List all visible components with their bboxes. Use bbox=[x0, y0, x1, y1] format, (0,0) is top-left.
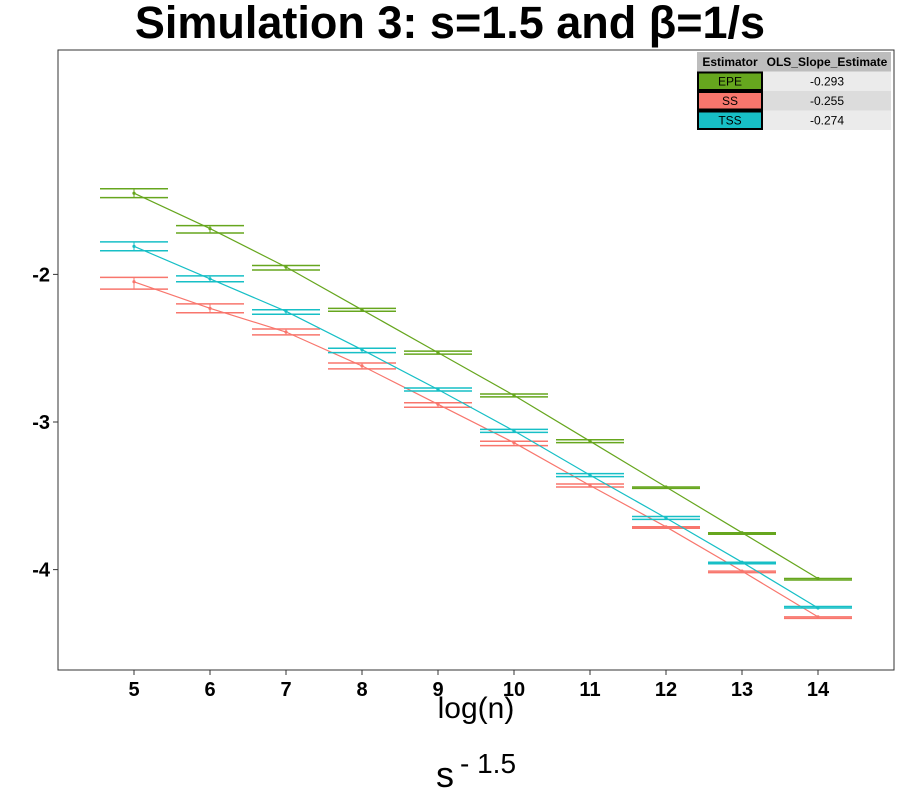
data-point bbox=[664, 485, 668, 489]
data-point bbox=[512, 393, 516, 398]
data-point bbox=[588, 483, 592, 488]
plot-caption: s- 1.5 bbox=[0, 748, 900, 796]
y-axis-ticks: -2 -3 -4 bbox=[32, 264, 58, 582]
x-tick-label: 12 bbox=[655, 679, 677, 701]
x-axis-label: log(n) bbox=[437, 692, 515, 725]
table-estimator-name: SS bbox=[722, 94, 738, 108]
caption-base: s bbox=[435, 754, 454, 795]
data-point bbox=[588, 439, 592, 443]
data-point bbox=[664, 516, 668, 520]
data-point bbox=[360, 308, 364, 312]
data-point bbox=[208, 227, 212, 231]
series-ss bbox=[100, 276, 852, 620]
x-axis-ticks: 5 6 7 8 9 10 11 12 13 14 bbox=[128, 670, 830, 701]
x-tick-label: 11 bbox=[579, 679, 600, 701]
y-tick-label: -4 bbox=[32, 560, 51, 582]
series-layer bbox=[100, 188, 852, 620]
x-tick-label: 6 bbox=[204, 679, 215, 701]
table-value-cell bbox=[763, 110, 891, 130]
x-tick-label: 5 bbox=[128, 679, 139, 701]
table-estimator-swatch bbox=[697, 91, 763, 111]
series-line-tss bbox=[133, 245, 819, 609]
data-point bbox=[816, 606, 820, 610]
x-tick-label: 10 bbox=[503, 679, 525, 701]
data-point bbox=[208, 306, 212, 310]
data-point bbox=[132, 280, 136, 284]
data-point bbox=[436, 351, 440, 355]
y-tick-label: -2 bbox=[32, 264, 50, 286]
data-point bbox=[816, 615, 820, 619]
table-header-cell bbox=[697, 52, 763, 72]
series-line-epe bbox=[133, 192, 819, 580]
table-value-cell bbox=[763, 91, 891, 111]
slope-table: Estimator OLS_Slope_Estimate EPE -0.293 SS -0… bbox=[697, 52, 891, 130]
data-point bbox=[132, 191, 136, 195]
data-point bbox=[816, 576, 820, 581]
data-point bbox=[740, 531, 744, 535]
table-estimator-name: EPE bbox=[718, 75, 742, 89]
data-point bbox=[360, 364, 364, 368]
data-point bbox=[284, 265, 288, 269]
table-header-cell bbox=[763, 52, 891, 72]
chart-title: Simulation 3: s=1.5 and β=1/s bbox=[134, 0, 766, 48]
caption-exponent: - 1.5 bbox=[459, 748, 517, 779]
table-header: Estimator bbox=[702, 55, 758, 69]
series-line-ss bbox=[133, 281, 819, 618]
table-estimator-name: TSS bbox=[718, 114, 741, 128]
table-slope-value: -0.293 bbox=[810, 75, 844, 89]
table-slope-value: -0.274 bbox=[810, 114, 844, 128]
series-tss bbox=[100, 241, 852, 610]
data-point bbox=[740, 560, 744, 564]
series-epe bbox=[100, 188, 852, 581]
data-point bbox=[512, 441, 516, 445]
table-value-cell bbox=[763, 71, 891, 91]
x-tick-label: 9 bbox=[432, 679, 443, 701]
data-point bbox=[360, 348, 364, 352]
y-tick-label: -3 bbox=[32, 412, 50, 434]
data-point bbox=[436, 402, 440, 406]
x-tick-label: 13 bbox=[731, 679, 753, 701]
table-header: OLS_Slope_Estimate bbox=[767, 55, 888, 69]
plot-panel bbox=[57, 49, 895, 671]
data-point bbox=[588, 473, 592, 477]
data-point bbox=[284, 330, 288, 334]
x-tick-label: 14 bbox=[807, 679, 830, 701]
data-point bbox=[436, 387, 440, 392]
data-point bbox=[740, 569, 744, 573]
x-tick-label: 7 bbox=[280, 679, 291, 701]
x-tick-label: 8 bbox=[356, 679, 367, 701]
table-estimator-swatch bbox=[697, 110, 763, 130]
data-point bbox=[208, 277, 212, 281]
data-point bbox=[284, 309, 288, 313]
data-point bbox=[132, 244, 136, 248]
data-point bbox=[512, 429, 516, 433]
table-estimator-swatch bbox=[697, 71, 763, 91]
data-point bbox=[664, 525, 668, 529]
table-slope-value: -0.255 bbox=[810, 94, 844, 108]
